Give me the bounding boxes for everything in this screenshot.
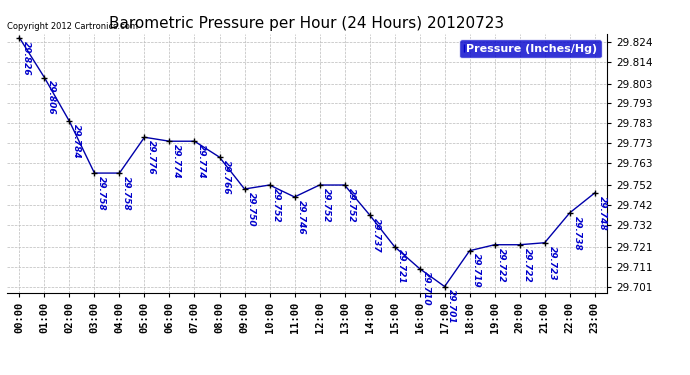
Text: 29.746: 29.746 (297, 200, 306, 234)
Text: 29.710: 29.710 (422, 272, 431, 306)
Text: 29.719: 29.719 (473, 254, 482, 288)
Text: 29.752: 29.752 (273, 188, 282, 222)
Text: 29.774: 29.774 (172, 144, 181, 178)
Text: 29.826: 29.826 (22, 40, 31, 75)
Text: 29.758: 29.758 (122, 176, 131, 210)
Title: Barometric Pressure per Hour (24 Hours) 20120723: Barometric Pressure per Hour (24 Hours) … (110, 16, 504, 31)
Text: 29.738: 29.738 (573, 216, 582, 250)
Text: 29.752: 29.752 (347, 188, 356, 222)
Text: 29.784: 29.784 (72, 124, 81, 159)
Text: 29.723: 29.723 (547, 246, 556, 280)
Text: 29.776: 29.776 (147, 140, 156, 175)
Text: Copyright 2012 Cartronics.com: Copyright 2012 Cartronics.com (7, 22, 138, 31)
Text: 29.806: 29.806 (47, 80, 56, 115)
Text: 29.752: 29.752 (322, 188, 331, 222)
Text: 29.750: 29.750 (247, 192, 256, 226)
Text: 29.766: 29.766 (222, 160, 231, 195)
Text: 29.701: 29.701 (447, 289, 456, 324)
Text: 29.722: 29.722 (522, 248, 531, 282)
Text: 29.721: 29.721 (397, 249, 406, 284)
Text: 29.737: 29.737 (373, 217, 382, 252)
Text: 29.722: 29.722 (497, 248, 506, 282)
Text: 29.774: 29.774 (197, 144, 206, 178)
Legend: Pressure (Inches/Hg): Pressure (Inches/Hg) (460, 39, 602, 58)
Text: 29.748: 29.748 (598, 196, 607, 230)
Text: 29.758: 29.758 (97, 176, 106, 210)
